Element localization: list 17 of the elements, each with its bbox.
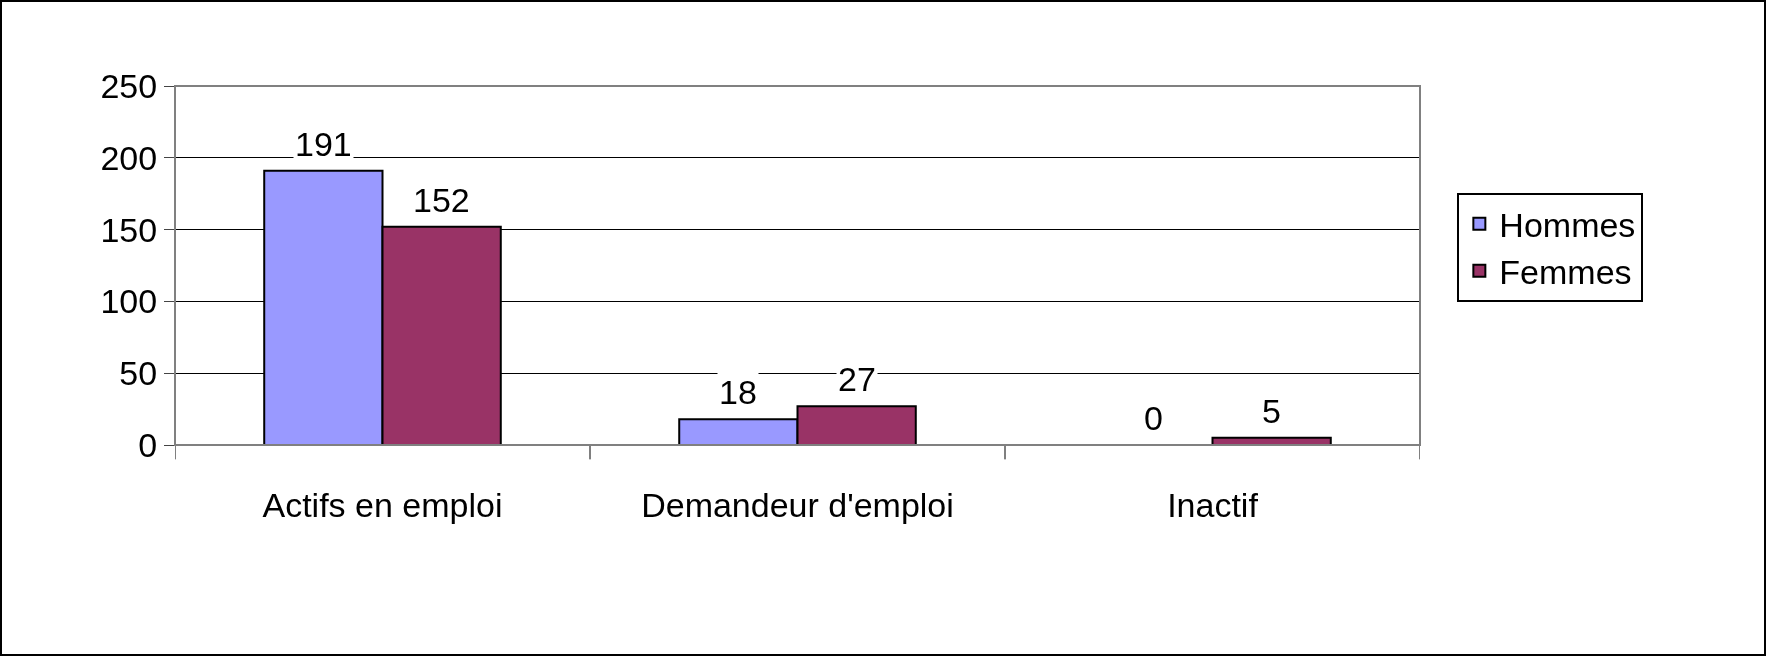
y-tick-label: 50 [119, 354, 158, 393]
y-tick-label: 200 [100, 138, 158, 177]
y-tick-label: 0 [138, 425, 158, 464]
data-label: 5 [1262, 392, 1281, 430]
y-tick-label: 100 [100, 282, 158, 321]
data-label: 152 [413, 181, 470, 219]
data-label: 0 [1144, 399, 1163, 437]
legend-label: Femmes [1499, 253, 1632, 292]
y-tick-label: 250 [100, 66, 158, 105]
x-tick-label: Actifs en emploi [262, 485, 503, 524]
y-tick-label: 150 [100, 210, 158, 249]
x-tick-label: Inactif [1167, 485, 1259, 524]
data-label: 27 [838, 360, 876, 398]
data-label: 18 [719, 373, 757, 411]
x-tick-label: Demandeur d'emploi [641, 485, 954, 524]
data-label: 191 [295, 125, 352, 163]
legend-label: Hommes [1499, 205, 1636, 244]
